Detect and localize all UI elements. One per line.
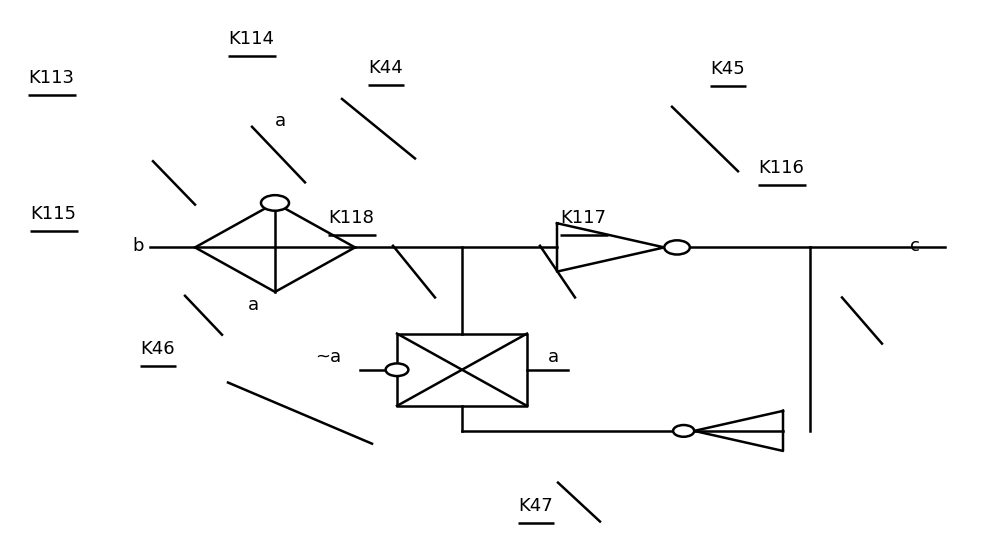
Text: K117: K117 — [560, 209, 606, 227]
Text: K46: K46 — [140, 340, 175, 358]
Text: K116: K116 — [758, 159, 804, 177]
Text: K113: K113 — [28, 69, 74, 87]
Circle shape — [261, 195, 289, 211]
Text: c: c — [910, 237, 920, 255]
Circle shape — [673, 425, 694, 437]
Text: K45: K45 — [710, 61, 745, 78]
Circle shape — [664, 240, 690, 255]
Text: a: a — [248, 296, 259, 314]
Text: ~a: ~a — [315, 348, 341, 366]
Text: b: b — [132, 237, 144, 255]
Text: K44: K44 — [368, 59, 403, 77]
Text: K118: K118 — [328, 209, 374, 227]
Text: a: a — [275, 112, 286, 130]
Text: K47: K47 — [518, 497, 553, 515]
Circle shape — [386, 364, 408, 376]
Text: K115: K115 — [30, 205, 76, 223]
Text: K114: K114 — [228, 30, 274, 48]
Text: a: a — [548, 348, 559, 366]
